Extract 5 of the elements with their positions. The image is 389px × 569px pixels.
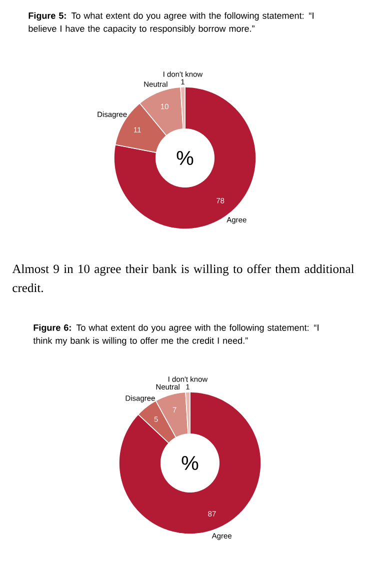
chart-title: Figure 6: To what extent do you agree with the following statement: “I think my bank is willing to offer me the credit I need.” [33,324,318,346]
text: % [182,456,198,470]
text: % [176,151,194,165]
text: Almost 9 in 10 agree their bank is willing to offer them additional credit. [12,264,354,292]
chart-title: Figure 5: To what extent do you agree with the following statement: “I believe I have the capacity to responsibly borrow more.” [28,12,314,34]
